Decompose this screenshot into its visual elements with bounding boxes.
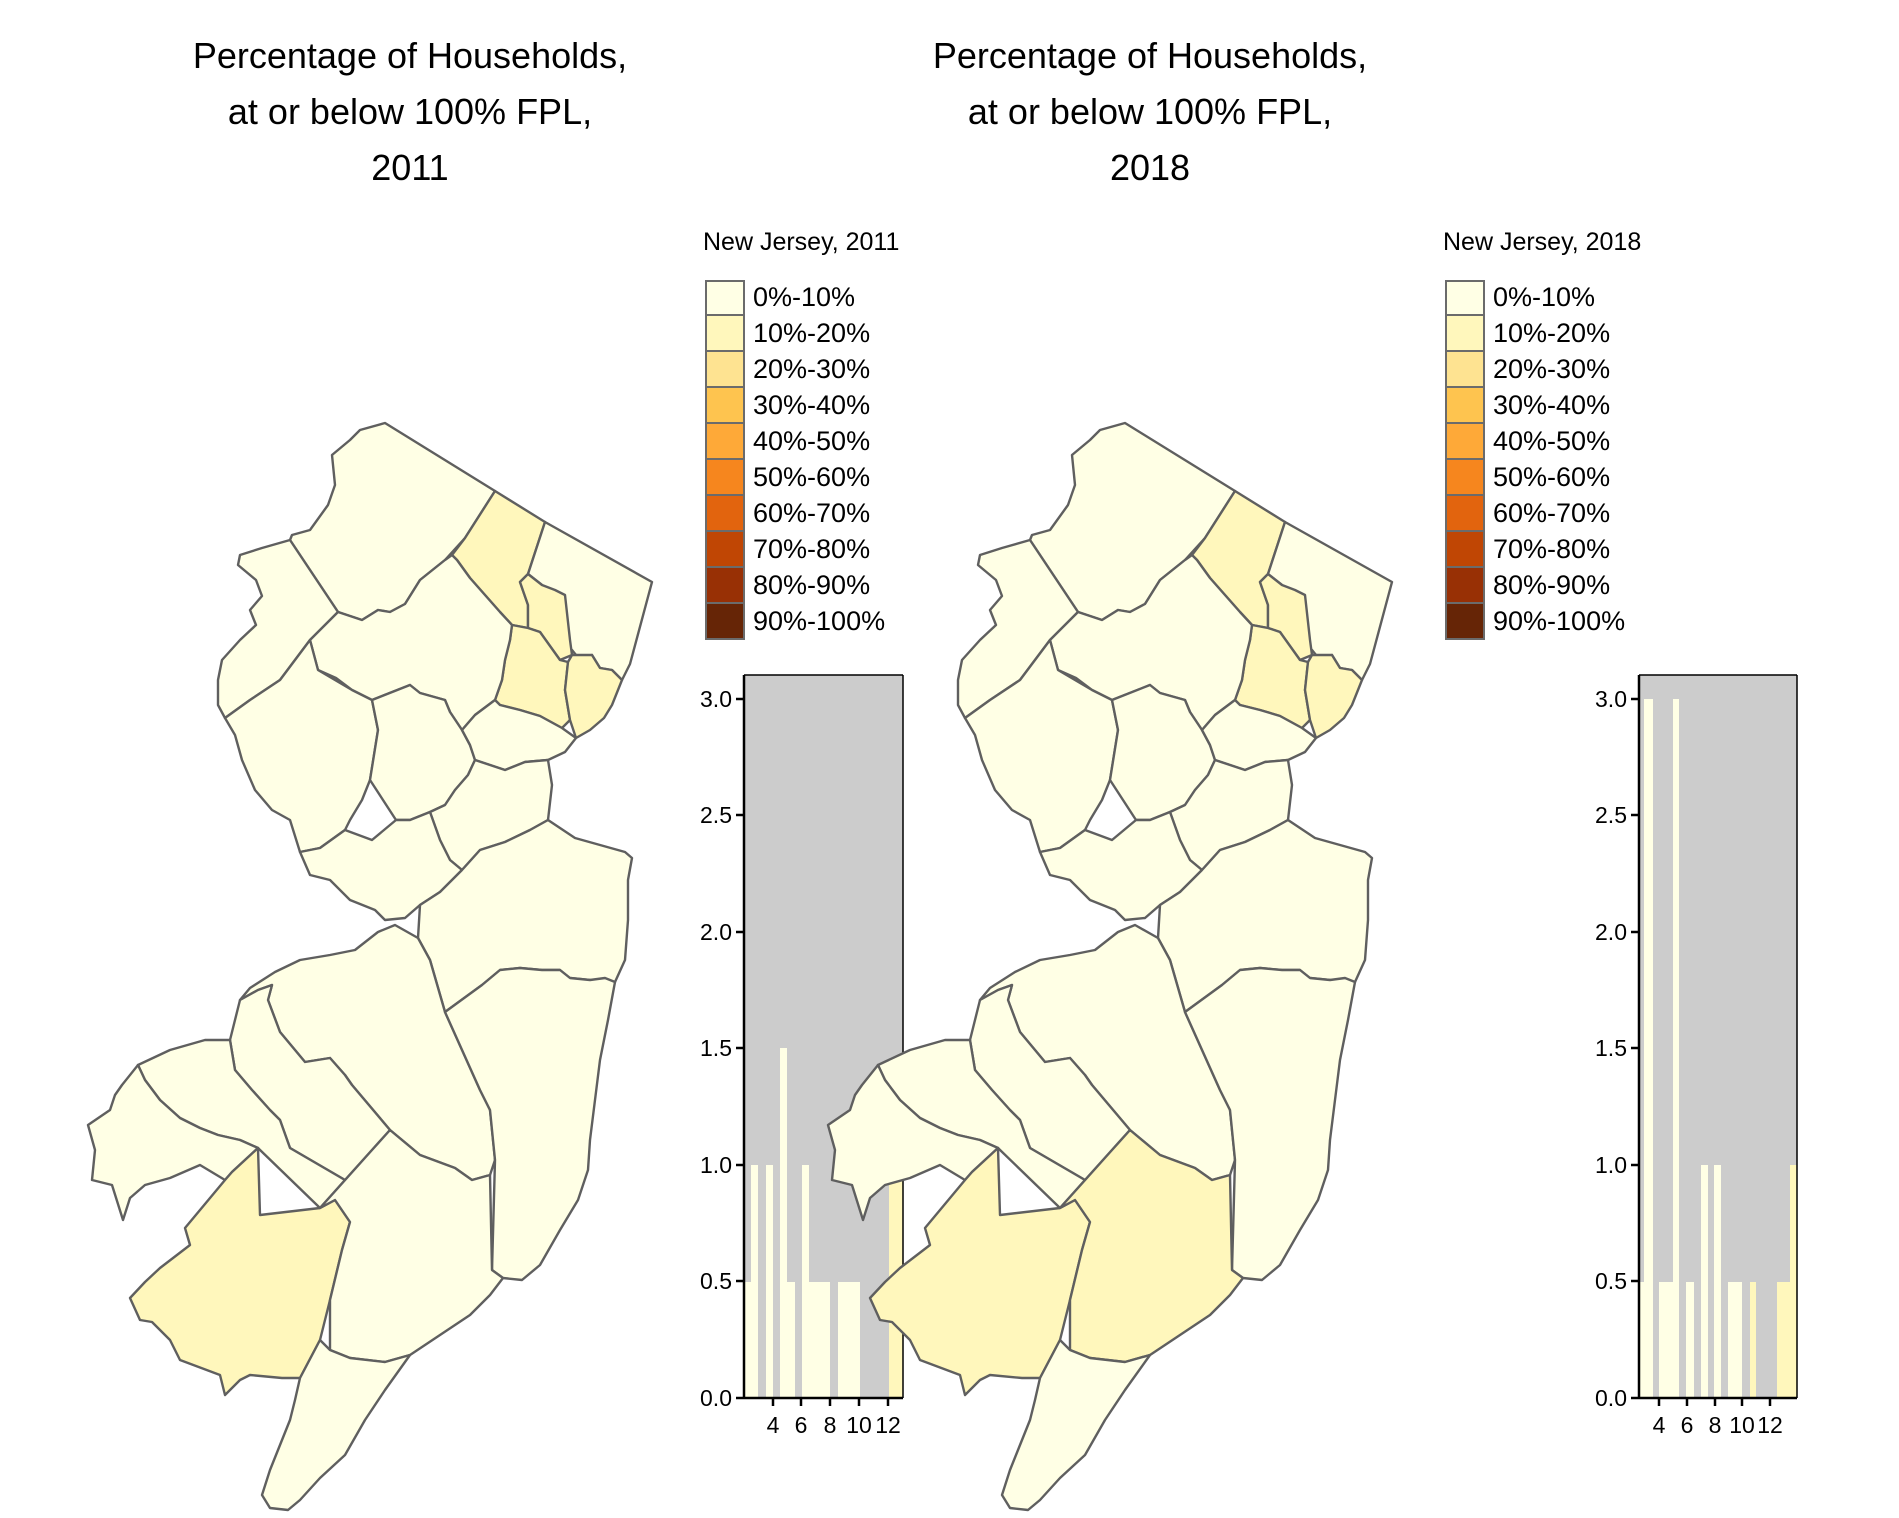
legend-swatch xyxy=(705,280,745,316)
svg-text:0.0: 0.0 xyxy=(1595,1385,1627,1411)
svg-text:3.0: 3.0 xyxy=(1595,686,1627,712)
svg-text:1.5: 1.5 xyxy=(700,1035,732,1061)
title-line-3: 2011 xyxy=(371,147,449,188)
legend-label: 30%-40% xyxy=(753,390,871,420)
svg-text:6: 6 xyxy=(795,1412,808,1438)
legend-label: 40%-50% xyxy=(1493,426,1611,456)
title-line-1: Percentage of Households, xyxy=(932,35,1368,76)
county-salem xyxy=(826,1063,1000,1222)
legend-swatch xyxy=(705,424,745,460)
legend-swatch xyxy=(1445,568,1485,604)
legend-label: 10%-20% xyxy=(1493,318,1611,348)
legend-label: 50%-60% xyxy=(753,462,871,492)
svg-text:12: 12 xyxy=(875,1412,901,1438)
county-salem xyxy=(86,1063,260,1222)
legend-swatch xyxy=(1445,280,1485,316)
legend-swatch xyxy=(705,532,745,568)
county-cape-may xyxy=(260,1338,412,1512)
legend-title-2018: New Jersey, 2018 xyxy=(1443,228,1642,256)
legend-swatch xyxy=(1445,460,1485,496)
svg-text:0.0: 0.0 xyxy=(700,1385,732,1411)
legend-swatch xyxy=(1445,352,1485,388)
legend-swatch xyxy=(1445,532,1485,568)
svg-text:4: 4 xyxy=(1653,1412,1666,1438)
legend-swatch xyxy=(705,460,745,496)
x-ticks xyxy=(1657,1398,1772,1406)
legend-label: 70%-80% xyxy=(753,534,871,564)
county-passaic-south xyxy=(1258,572,1314,662)
svg-text:12: 12 xyxy=(1757,1412,1783,1438)
y-ticks xyxy=(1631,697,1639,1400)
legend-label: 60%-70% xyxy=(753,498,871,528)
legend-swatch xyxy=(1445,496,1485,532)
county-passaic-south xyxy=(518,572,574,662)
county-atlantic xyxy=(318,1128,505,1364)
legend-swatch xyxy=(705,568,745,604)
y-ticks xyxy=(736,697,744,1400)
map-panel-2011: Percentage of Households, at or below 10… xyxy=(0,0,904,1518)
legend-label: 60%-70% xyxy=(1493,498,1611,528)
svg-text:3.0: 3.0 xyxy=(700,686,732,712)
svg-text:2.5: 2.5 xyxy=(700,802,732,828)
legend-label: 0%-10% xyxy=(753,282,856,312)
title-line-1: Percentage of Households, xyxy=(192,35,628,76)
svg-text:1.5: 1.5 xyxy=(1595,1035,1627,1061)
legend-swatch xyxy=(705,496,745,532)
legend-label: 40%-50% xyxy=(753,426,871,456)
histogram-bars xyxy=(1639,699,1797,1398)
legend-swatch xyxy=(1445,424,1485,460)
y-tick-labels: 0.0 0.5 1.0 1.5 2.0 2.5 3.0 xyxy=(1595,686,1627,1411)
svg-text:8: 8 xyxy=(1709,1412,1722,1438)
legend-label: 10%-20% xyxy=(753,318,871,348)
legend-swatch xyxy=(1445,316,1485,352)
svg-text:10: 10 xyxy=(1729,1412,1755,1438)
legend-label: 20%-30% xyxy=(1493,354,1611,384)
svg-text:6: 6 xyxy=(1681,1412,1694,1438)
county-cape-may xyxy=(1000,1338,1152,1512)
county-atlantic xyxy=(1058,1128,1245,1364)
legend-label: 30%-40% xyxy=(1493,390,1611,420)
legend-label: 0%-10% xyxy=(1493,282,1596,312)
y-tick-labels: 0.0 0.5 1.0 1.5 2.0 2.5 3.0 xyxy=(700,686,732,1411)
chart-title-2018: Percentage of Households, at or below 10… xyxy=(850,28,1450,196)
title-line-2: at or below 100% FPL, xyxy=(227,91,593,132)
legend-label: 70%-80% xyxy=(1493,534,1611,564)
legend-label: 50%-60% xyxy=(1493,462,1611,492)
legend-label: 90%-100% xyxy=(1493,606,1626,636)
legend-swatch xyxy=(1445,388,1485,424)
nj-county-map-2018 xyxy=(826,421,1394,1512)
svg-text:4: 4 xyxy=(767,1412,780,1438)
svg-text:0.5: 0.5 xyxy=(1595,1268,1627,1294)
map-panel-2018: Percentage of Households, at or below 10… xyxy=(740,0,1798,1518)
legend-label: 80%-90% xyxy=(1493,570,1611,600)
legend-label: 90%-100% xyxy=(753,606,886,636)
legend-swatch xyxy=(705,352,745,388)
svg-text:1.0: 1.0 xyxy=(1595,1152,1627,1178)
county-hudson xyxy=(1303,653,1364,740)
title-line-2: at or below 100% FPL, xyxy=(967,91,1333,132)
legend-swatch xyxy=(705,388,745,424)
legend-swatch xyxy=(705,604,745,640)
county-hudson xyxy=(563,653,624,740)
svg-text:0.5: 0.5 xyxy=(700,1268,732,1294)
svg-text:2.0: 2.0 xyxy=(1595,919,1627,945)
legend-swatch xyxy=(705,316,745,352)
legend-swatch xyxy=(1445,604,1485,640)
legend-title-2011: New Jersey, 2011 xyxy=(703,228,900,256)
legend-label: 80%-90% xyxy=(753,570,871,600)
svg-text:1.0: 1.0 xyxy=(700,1152,732,1178)
legend-label: 20%-30% xyxy=(753,354,871,384)
svg-text:8: 8 xyxy=(824,1412,837,1438)
svg-text:10: 10 xyxy=(846,1412,872,1438)
svg-text:2.0: 2.0 xyxy=(700,919,732,945)
x-ticks xyxy=(771,1398,890,1406)
nj-county-map-2011 xyxy=(86,421,654,1512)
title-line-3: 2018 xyxy=(1109,147,1191,188)
svg-text:2.5: 2.5 xyxy=(1595,802,1627,828)
chart-title-2011: Percentage of Households, at or below 10… xyxy=(110,28,710,196)
